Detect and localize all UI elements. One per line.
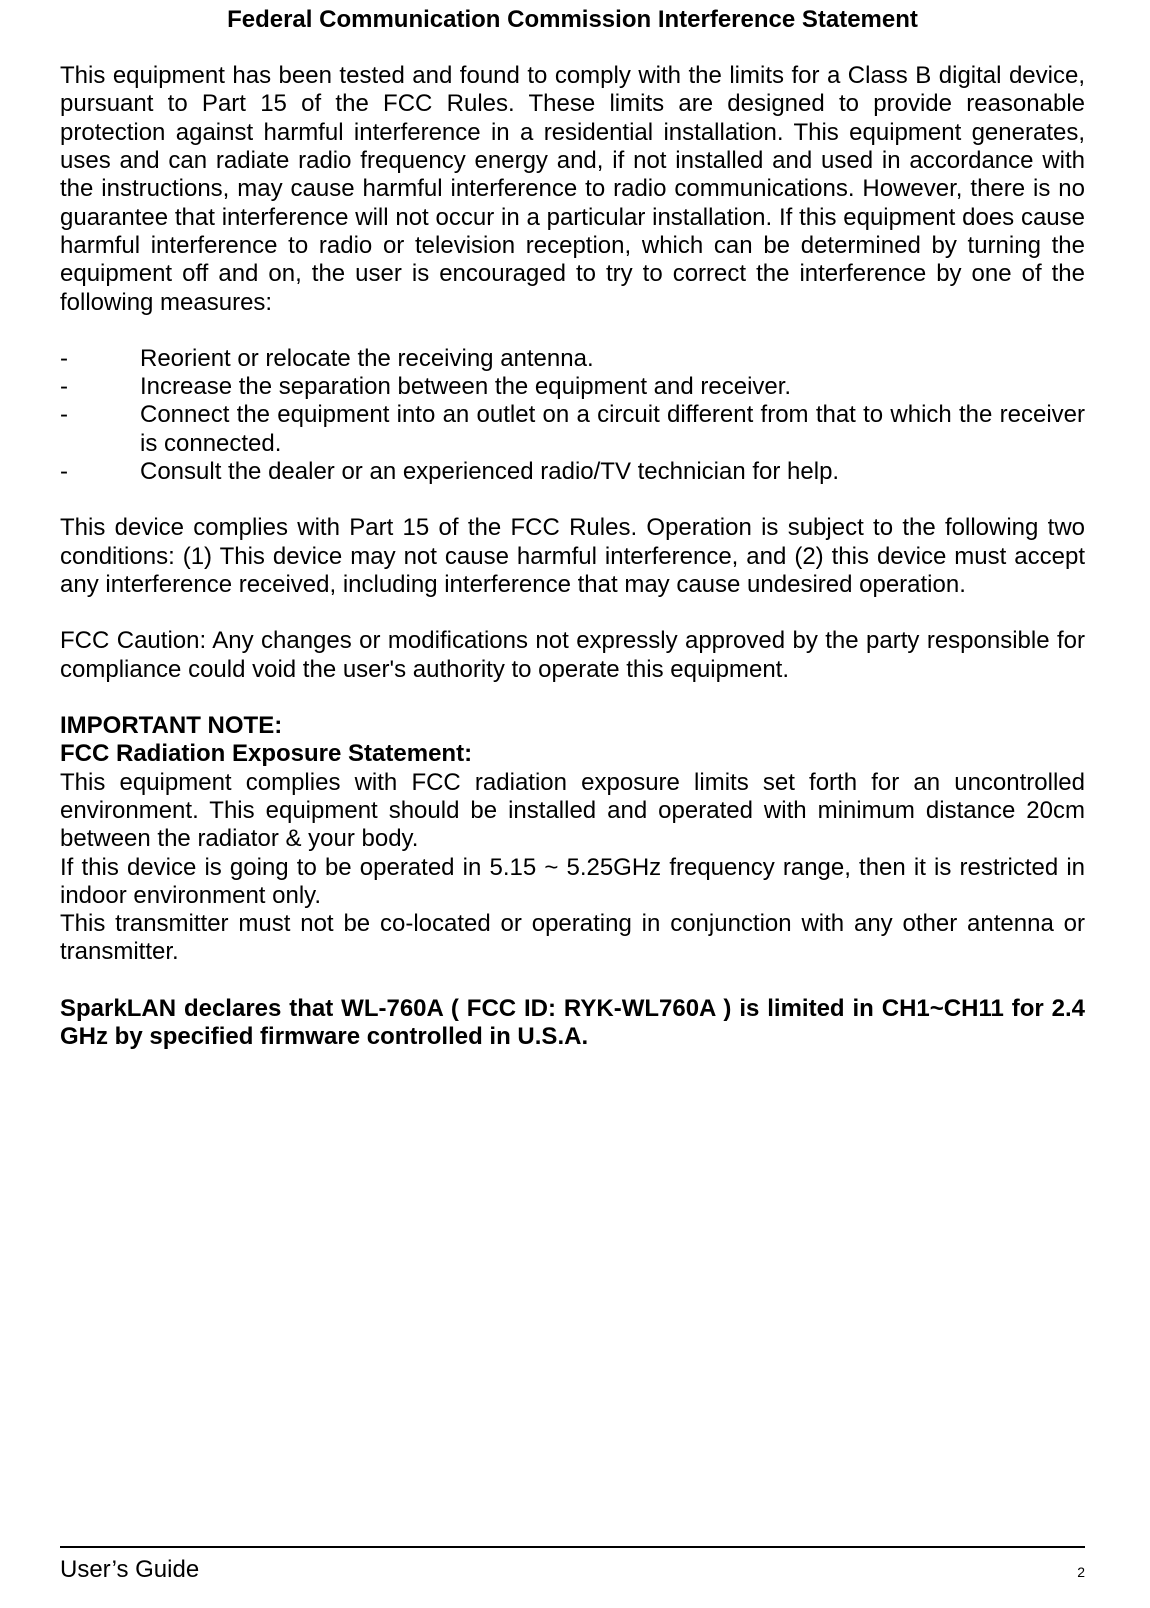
bullet-text: Increase the separation between the equi… bbox=[140, 373, 1085, 401]
declaration-paragraph: SparkLAN declares that WL-760A ( FCC ID:… bbox=[60, 995, 1085, 1052]
bullet-marker: - bbox=[60, 373, 140, 401]
page-number: 2 bbox=[1077, 1564, 1085, 1580]
radiation-paragraph-2: If this device is going to be operated i… bbox=[60, 854, 1085, 911]
list-item: - Reorient or relocate the receiving ant… bbox=[60, 345, 1085, 373]
bullet-text: Connect the equipment into an outlet on … bbox=[140, 401, 1085, 458]
page-title: Federal Communication Commission Interfe… bbox=[60, 0, 1085, 62]
compliance-paragraph: This device complies with Part 15 of the… bbox=[60, 514, 1085, 599]
list-item: - Increase the separation between the eq… bbox=[60, 373, 1085, 401]
footer-divider bbox=[60, 1546, 1085, 1548]
bullet-text: Consult the dealer or an experienced rad… bbox=[140, 458, 1085, 486]
bullet-marker: - bbox=[60, 401, 140, 458]
important-note-block: IMPORTANT NOTE: FCC Radiation Exposure S… bbox=[60, 712, 1085, 967]
list-item: - Consult the dealer or an experienced r… bbox=[60, 458, 1085, 486]
intro-paragraph: This equipment has been tested and found… bbox=[60, 62, 1085, 317]
bullet-text: Reorient or relocate the receiving anten… bbox=[140, 345, 1085, 373]
footer-title: User’s Guide bbox=[60, 1556, 199, 1584]
important-note-label: IMPORTANT NOTE: bbox=[60, 712, 1085, 740]
document-page: Federal Communication Commission Interfe… bbox=[0, 0, 1150, 1608]
radiation-paragraph-3: This transmitter must not be co-located … bbox=[60, 910, 1085, 967]
caution-paragraph: FCC Caution: Any changes or modification… bbox=[60, 627, 1085, 684]
radiation-paragraph-1: This equipment complies with FCC radiati… bbox=[60, 769, 1085, 854]
list-item: - Connect the equipment into an outlet o… bbox=[60, 401, 1085, 458]
measures-list: - Reorient or relocate the receiving ant… bbox=[60, 345, 1085, 487]
page-footer: User’s Guide 2 bbox=[60, 1546, 1085, 1584]
radiation-exposure-label: FCC Radiation Exposure Statement: bbox=[60, 740, 1085, 768]
bullet-marker: - bbox=[60, 345, 140, 373]
bullet-marker: - bbox=[60, 458, 140, 486]
